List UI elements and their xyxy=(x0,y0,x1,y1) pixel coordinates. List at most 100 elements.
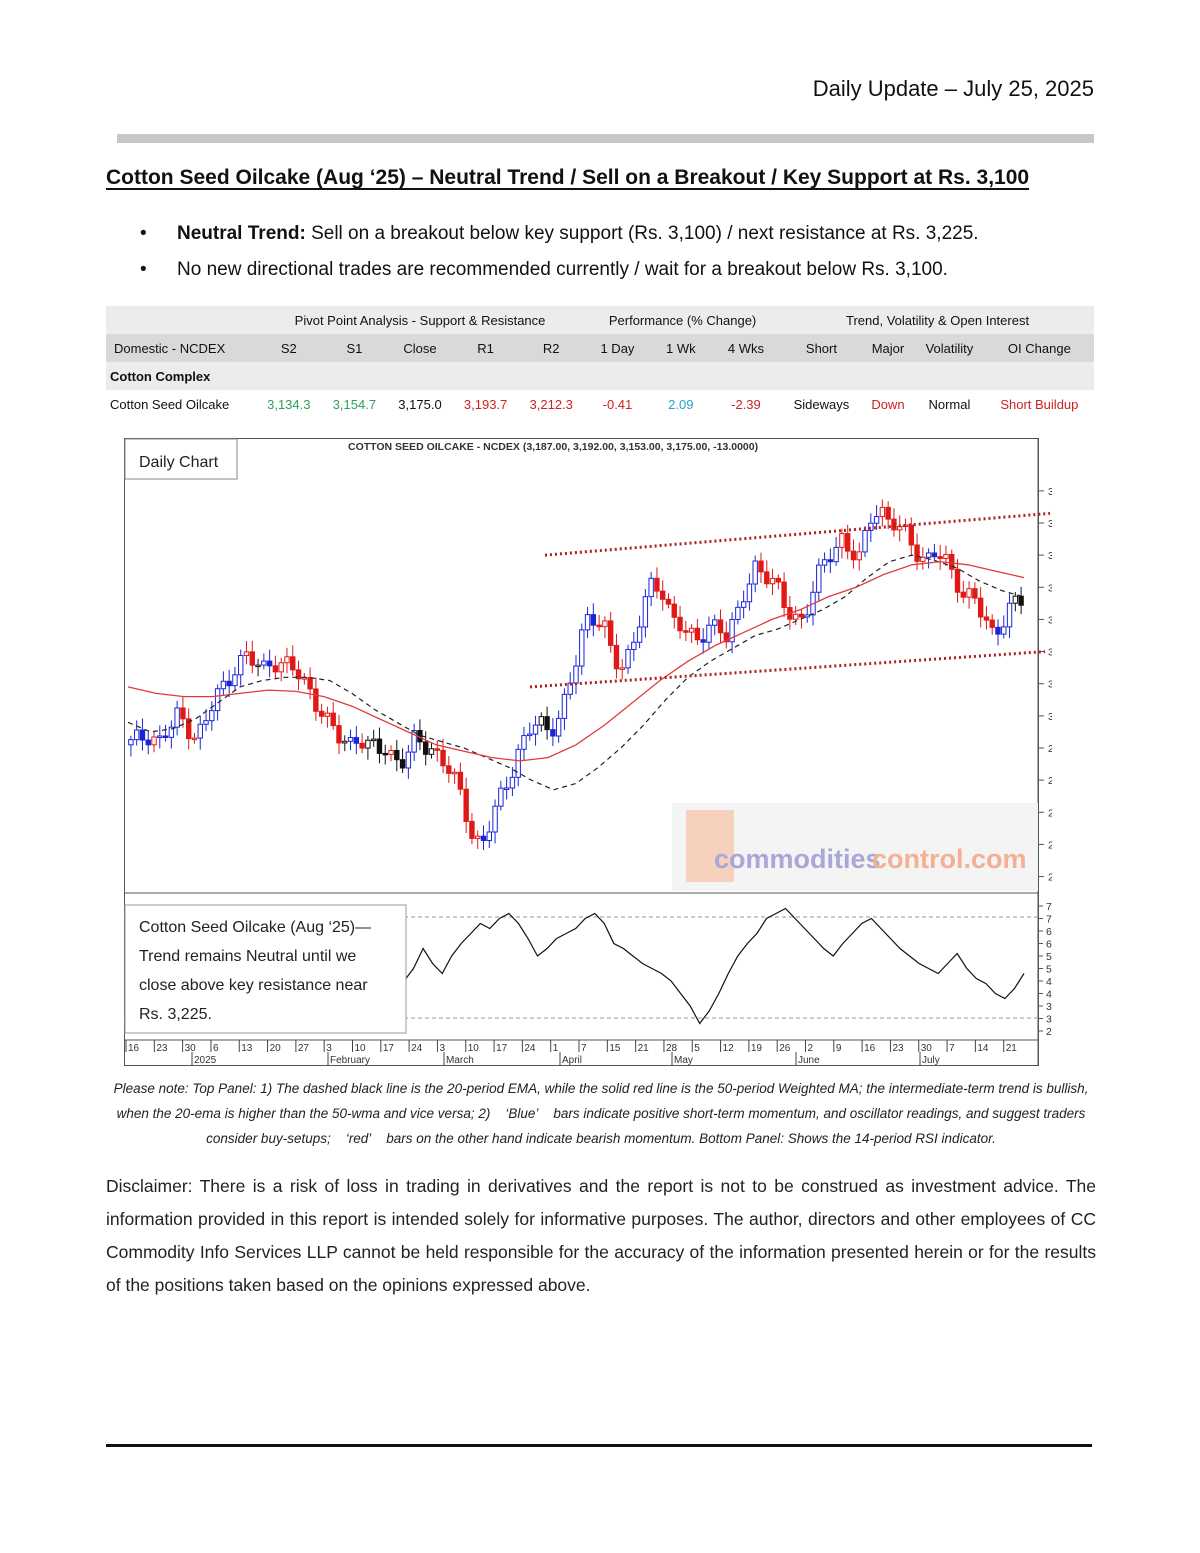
candle-body xyxy=(162,735,169,738)
candle-body xyxy=(370,738,377,742)
candle-body xyxy=(1018,595,1024,606)
date-tick-label: 12 xyxy=(723,1043,735,1054)
group-pivot: Pivot Point Analysis - Support & Resista… xyxy=(256,306,585,334)
candle-body xyxy=(798,613,805,618)
candle-body xyxy=(723,632,729,643)
candle-body xyxy=(266,660,273,667)
table-cell: 3,154.7 xyxy=(332,396,377,412)
candle-body xyxy=(619,667,625,670)
candle-body xyxy=(388,749,394,755)
table-cell: -0.41 xyxy=(602,396,633,412)
candle-body xyxy=(527,733,533,737)
candle-body xyxy=(740,601,747,608)
col-header: Domestic - NCDEX xyxy=(106,334,256,362)
candle-body xyxy=(925,552,932,558)
candle-body xyxy=(995,626,1001,635)
date-tick-label: 6 xyxy=(213,1043,219,1054)
candle-body xyxy=(180,707,186,720)
candle-body xyxy=(833,546,839,563)
candle-body xyxy=(238,655,244,676)
candle-body xyxy=(295,669,302,680)
date-tick-label: 26 xyxy=(779,1043,791,1054)
rsi-threshold-lines xyxy=(124,916,1038,1019)
table-cell: 3,193.7 xyxy=(463,396,508,412)
candle-body xyxy=(706,624,712,643)
price-tick-label: 3300 xyxy=(1048,518,1052,530)
candlestick-series xyxy=(128,499,1024,850)
rsi-tick-label: 25 xyxy=(1046,1026,1052,1038)
candle-body xyxy=(683,630,689,633)
date-tick-label: 17 xyxy=(496,1043,508,1054)
candle-body xyxy=(862,529,868,553)
date-tick-label: 3 xyxy=(326,1043,332,1054)
candle-body xyxy=(804,614,810,618)
candle-body xyxy=(209,710,215,722)
month-label: March xyxy=(446,1055,474,1066)
daily-chart-label: Daily Chart xyxy=(124,438,238,480)
group-performance: Performance (% Change) xyxy=(584,306,782,334)
candle-body xyxy=(977,597,984,618)
candle-body xyxy=(405,751,412,769)
candle-body xyxy=(573,665,579,684)
date-tick-label: 19 xyxy=(751,1043,763,1054)
disclaimer: Disclaimer: There is a risk of loss in t… xyxy=(106,1176,1096,1295)
candle-body xyxy=(792,613,799,620)
candle-body xyxy=(729,618,735,643)
candle-body xyxy=(821,559,828,566)
price-tick-label: 2800 xyxy=(1048,839,1052,851)
date-tick-label: 5 xyxy=(694,1043,700,1054)
candle-body xyxy=(515,748,521,778)
price-tick-label: 2750 xyxy=(1048,872,1052,884)
col-header: Major xyxy=(861,334,915,362)
candle-body xyxy=(1001,626,1007,635)
candle-body xyxy=(318,710,325,717)
candle-body xyxy=(232,674,238,687)
candle-body xyxy=(284,656,290,664)
date-tick-label: 2 xyxy=(808,1043,814,1054)
candle-body xyxy=(920,556,926,562)
candle-body xyxy=(844,533,851,552)
candle-body xyxy=(949,553,955,570)
date-tick-label: 7 xyxy=(581,1043,587,1054)
date-tick-label: 10 xyxy=(468,1043,480,1054)
month-label: February xyxy=(330,1055,370,1066)
candle-body xyxy=(550,729,556,737)
candle-body xyxy=(694,627,701,641)
footer-divider xyxy=(106,1444,1092,1447)
table-cell: Cotton Seed Oilcake xyxy=(110,396,230,412)
candle-body xyxy=(914,544,920,562)
candle-body xyxy=(856,551,862,561)
candle-body xyxy=(758,560,764,573)
candle-body xyxy=(307,677,313,690)
candle-body xyxy=(665,598,672,605)
bullet-dot-icon: • xyxy=(140,259,147,280)
candle-body xyxy=(712,619,718,626)
col-header: 1 Wk xyxy=(650,334,711,362)
candle-body xyxy=(191,737,198,741)
price-axis-ticks: 3350 3300 3250 3200 3150 3100 3050 3000 2950 2900… xyxy=(1038,486,1052,884)
price-tick-label: 2950 xyxy=(1048,743,1052,755)
rsi-tick-label: 60 xyxy=(1046,939,1052,951)
price-tick-label: 3200 xyxy=(1048,582,1052,594)
date-tick-label: 13 xyxy=(241,1043,253,1054)
date-tick-label: 7 xyxy=(949,1043,955,1054)
month-label: April xyxy=(562,1055,582,1066)
price-tick-label: 3250 xyxy=(1048,550,1052,562)
candle-body xyxy=(278,662,284,673)
price-tick-label: 2900 xyxy=(1048,775,1052,787)
date-tick-label: 28 xyxy=(666,1043,678,1054)
table-section-row: Cotton Complex xyxy=(106,362,1094,390)
candle-body xyxy=(469,820,475,839)
candle-body xyxy=(145,739,151,746)
group-spacer xyxy=(106,306,256,334)
candle-body xyxy=(128,739,134,746)
month-label: 2025 xyxy=(194,1055,217,1066)
rsi-tick-label: 75 xyxy=(1046,901,1052,913)
candle-body xyxy=(226,680,232,687)
candle-body xyxy=(313,688,319,712)
table-cell: 3,175.0 xyxy=(398,396,442,412)
candle-body xyxy=(255,664,261,668)
table-cell: -2.39 xyxy=(731,396,761,412)
wma50-line xyxy=(127,560,1025,762)
price-tick-label: 3000 xyxy=(1048,711,1052,723)
